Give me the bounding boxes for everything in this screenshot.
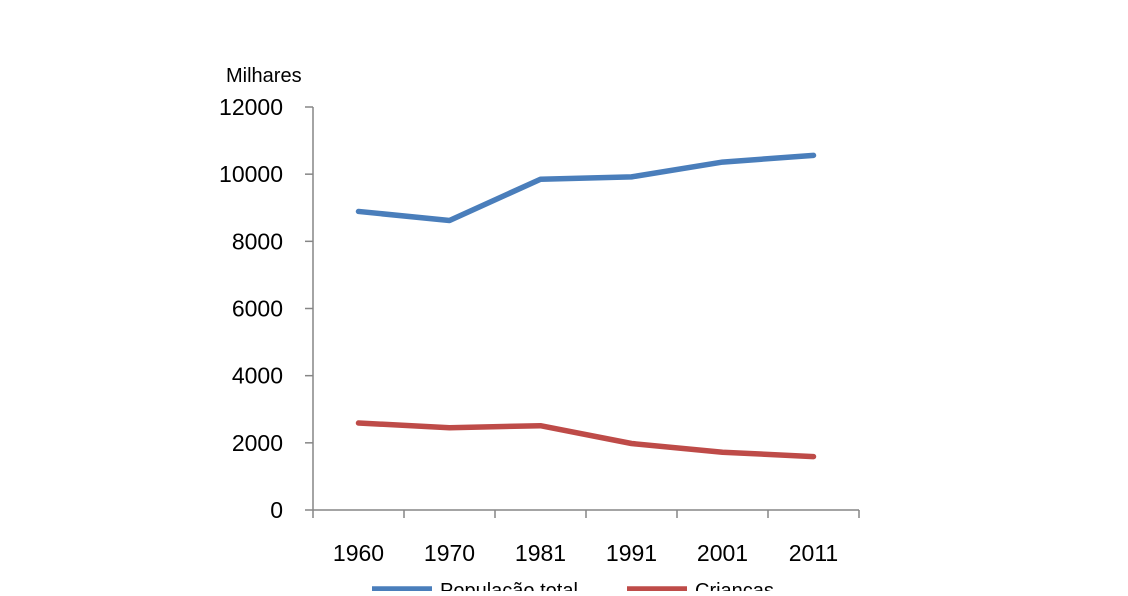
y-axis-label: Milhares xyxy=(226,65,302,87)
y-tick-label: 10000 xyxy=(219,161,283,187)
x-tick-label: 1981 xyxy=(515,540,566,566)
x-tick-label: 2001 xyxy=(697,540,748,566)
x-tick-labels: 1960 1970 1981 1991 2001 2011 xyxy=(333,540,838,566)
y-tick-label: 8000 xyxy=(232,228,283,254)
legend-label: População total xyxy=(440,580,578,591)
x-tick-label: 1970 xyxy=(424,540,475,566)
y-tick-label: 0 xyxy=(270,497,283,523)
x-tick-label: 1960 xyxy=(333,540,384,566)
legend: População total Crianças xyxy=(372,580,774,591)
y-tick-label: 2000 xyxy=(232,430,283,456)
y-tick-label: 6000 xyxy=(232,296,283,322)
y-tick-label: 4000 xyxy=(232,363,283,389)
y-tick-label: 12000 xyxy=(219,94,283,120)
series-line-0 xyxy=(359,155,814,220)
y-tick-labels: 0 2000 4000 6000 8000 10000 12000 xyxy=(219,94,283,523)
series-line-1 xyxy=(359,423,814,457)
x-tick-label: 1991 xyxy=(606,540,657,566)
x-tick-label: 2011 xyxy=(789,540,838,566)
legend-label: Crianças xyxy=(695,580,774,591)
series-lines xyxy=(358,155,813,456)
